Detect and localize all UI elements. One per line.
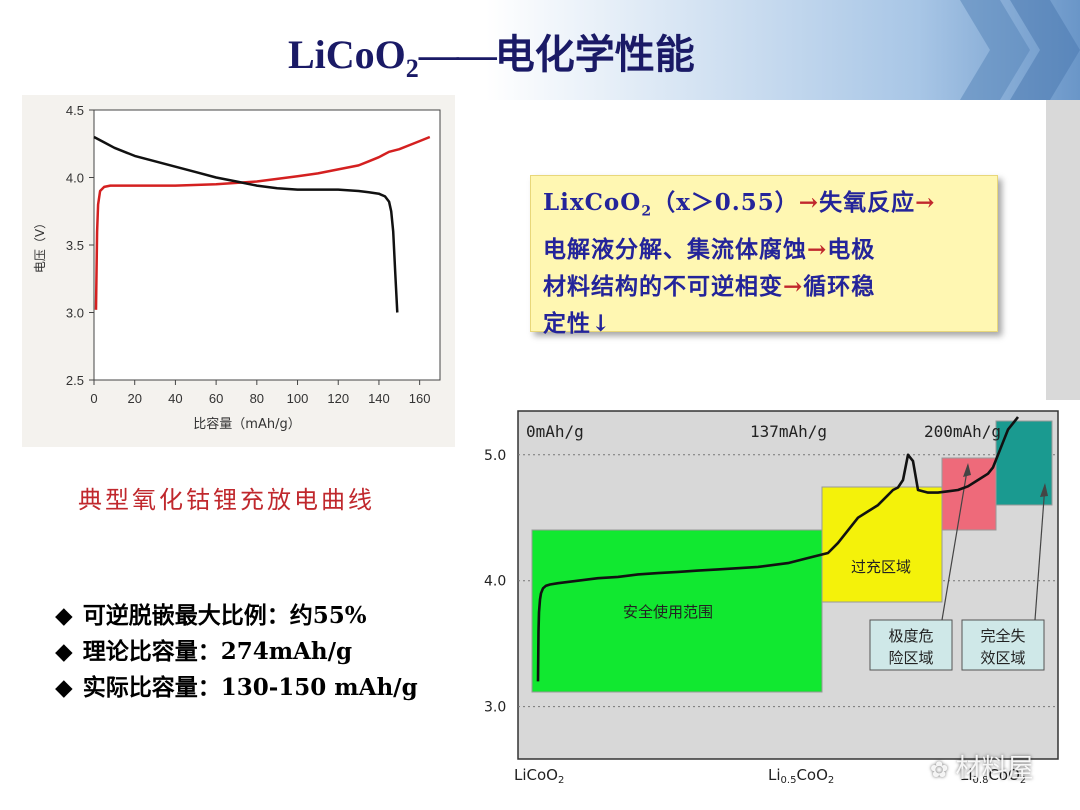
chart-caption: 典型氧化钴锂充放电曲线 bbox=[78, 486, 375, 514]
region-label: 完全失 bbox=[980, 627, 1025, 645]
capacity-label: 0mAh/g bbox=[526, 422, 584, 441]
charge-curve bbox=[94, 135, 431, 310]
composition-label: Li0.8CoO2 bbox=[960, 766, 1026, 786]
region-2 bbox=[821, 486, 943, 603]
bullet-item: ◆ 理论比容量：274mAh/g bbox=[55, 638, 353, 665]
discharge-curve bbox=[93, 135, 399, 313]
region-label: 效区域 bbox=[980, 649, 1025, 667]
region-label: 险区域 bbox=[888, 649, 933, 667]
pointer-line bbox=[1034, 484, 1046, 621]
y-tick-label: 4.0 bbox=[484, 574, 506, 590]
note-line-4: 定性↓ bbox=[543, 309, 612, 337]
y-tick-label: 4.5 bbox=[66, 103, 84, 118]
bullet-list: ◆ 可逆脱嵌最大比例：约55% ◆ 理论比容量：274mAh/g ◆ 实际比容量：13… bbox=[55, 598, 418, 706]
x-tick-label: 40 bbox=[168, 391, 182, 406]
x-tick-label: 140 bbox=[368, 391, 390, 406]
arrow-icon bbox=[1040, 483, 1048, 497]
side-panel bbox=[1046, 100, 1080, 400]
x-tick-label: 80 bbox=[250, 391, 264, 406]
banner-chevron-2 bbox=[1010, 0, 1080, 100]
y-axis-label: 电压（V） bbox=[33, 217, 47, 273]
diamond-icon: ◆ bbox=[55, 639, 73, 665]
x-tick-label: 0 bbox=[90, 391, 97, 406]
y-tick-label: 4.0 bbox=[66, 171, 84, 186]
title-banner bbox=[0, 0, 1080, 100]
bullet-item: ◆ 实际比容量：130-150 mAh/g bbox=[55, 674, 418, 701]
y-tick-label: 3.5 bbox=[66, 238, 84, 253]
wechat-icon: ✿ bbox=[930, 758, 956, 783]
y-tick-label: 5.0 bbox=[484, 448, 506, 464]
note-line-1: LixCoO2（x＞0.55）→失氧反应→ bbox=[543, 189, 936, 220]
x-tick-label: 20 bbox=[127, 391, 141, 406]
composition-label: LiCoO2 bbox=[514, 766, 564, 786]
watermark: ✿ 材料屋 bbox=[930, 754, 1034, 784]
note-line-2: 电解液分解、集流体腐蚀→电极 bbox=[543, 235, 876, 263]
banner-chevron-1 bbox=[960, 0, 1030, 100]
arrow-icon bbox=[963, 463, 971, 477]
x-tick-label: 160 bbox=[409, 391, 431, 406]
capacity-label: 200mAh/g bbox=[924, 422, 1001, 441]
charge-discharge-chart: 2.5 3.0 3.5 4.0 4.5 0 20 40 60 80 100 120 140 160 比容量（… bbox=[22, 95, 455, 447]
y-tick-label: 2.5 bbox=[66, 373, 84, 388]
y-tick-label: 3.0 bbox=[484, 700, 506, 716]
x-axis-label: 比容量（mAh/g） bbox=[193, 416, 300, 432]
callout-box bbox=[869, 619, 953, 671]
charge-discharge-plot: 2.5 3.0 3.5 4.0 4.5 0 20 40 60 80 100 120 140 160 比容量（… bbox=[33, 103, 441, 432]
region-label: 过充区域 bbox=[851, 558, 911, 576]
y-tick-label: 3.0 bbox=[66, 306, 84, 321]
x-tick-label: 100 bbox=[287, 391, 309, 406]
region-1 bbox=[531, 529, 823, 693]
x-tick-label: 60 bbox=[209, 391, 223, 406]
capacity-label: 137mAh/g bbox=[750, 422, 827, 441]
potential-curve bbox=[536, 416, 1020, 682]
region-label: 极度危 bbox=[888, 627, 933, 645]
region-label: 安全使用范围 bbox=[623, 603, 713, 621]
composition-label: Li0.5CoO2 bbox=[768, 766, 834, 786]
callout-box bbox=[961, 619, 1045, 671]
x-tick-label: 120 bbox=[327, 391, 349, 406]
note-line-3: 材料结构的不可逆相变→循环稳 bbox=[543, 272, 876, 300]
pointer-line bbox=[941, 464, 969, 621]
diamond-icon: ◆ bbox=[55, 675, 73, 701]
page-title: LiCoO2——电化学性能 bbox=[288, 32, 695, 83]
bullet-item: ◆ 可逆脱嵌最大比例：约55% bbox=[55, 602, 367, 629]
diamond-icon: ◆ bbox=[55, 603, 73, 629]
plot-area bbox=[93, 109, 441, 381]
note-box: LixCoO2（x＞0.55）→失氧反应→ 电解液分解、集流体腐蚀→电极 材料结… bbox=[530, 175, 998, 337]
